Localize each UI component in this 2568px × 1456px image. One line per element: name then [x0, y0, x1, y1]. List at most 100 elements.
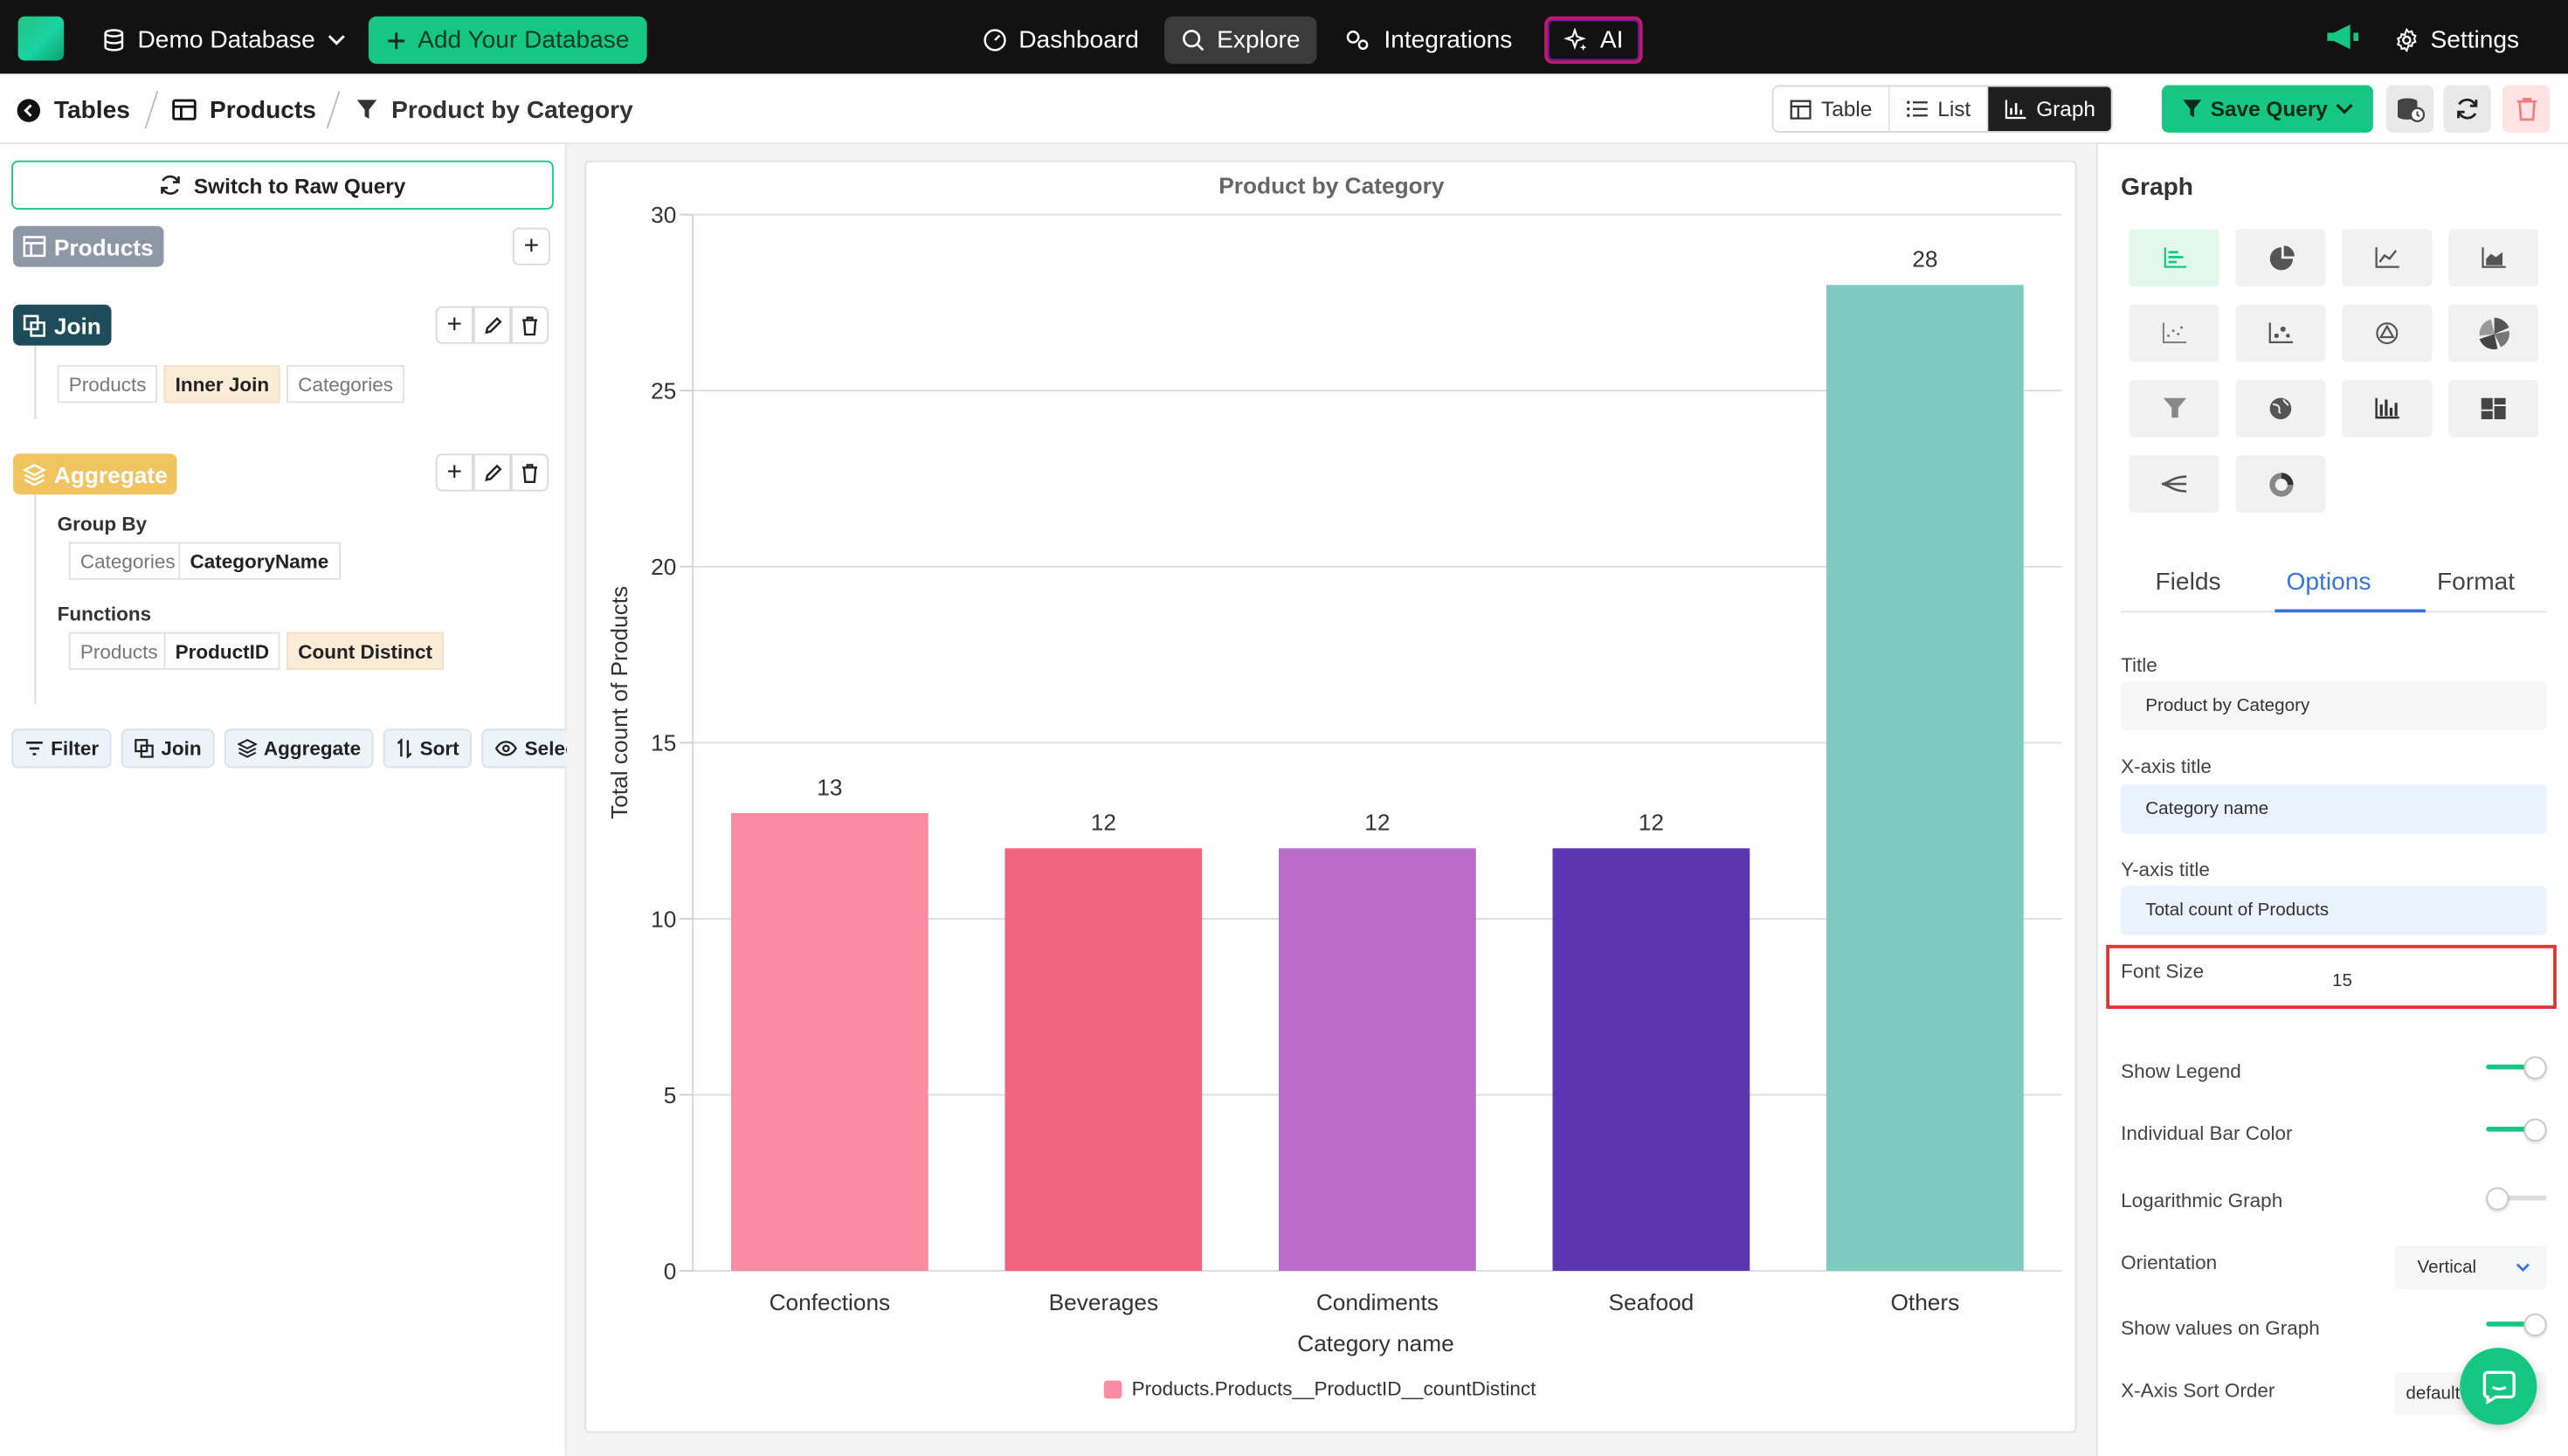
- orientation-select[interactable]: Vertical: [2394, 1246, 2547, 1289]
- view-list-button[interactable]: List: [1889, 86, 1989, 131]
- graph-type-treemap[interactable]: [2448, 380, 2539, 438]
- function-field[interactable]: ProductID: [163, 631, 281, 670]
- group-by-table[interactable]: Categories: [68, 542, 187, 580]
- font-size-highlight: [2106, 944, 2557, 1009]
- gears-icon: [1346, 31, 1369, 51]
- add-step-button[interactable]: +: [512, 227, 550, 266]
- bar-others[interactable]: [1826, 285, 2024, 1271]
- bar-condiments[interactable]: [1279, 848, 1476, 1271]
- legend-label[interactable]: Products.Products__ProductID__countDisti…: [1132, 1378, 1536, 1400]
- aggregate-action-button[interactable]: Aggregate: [224, 728, 375, 769]
- individual-bar-color-toggle[interactable]: [2486, 1118, 2547, 1142]
- show-legend-toggle[interactable]: [2486, 1056, 2547, 1080]
- chart-value-labels: 13 12 12 12 28: [817, 246, 1937, 836]
- graph-type-line[interactable]: [2342, 229, 2433, 287]
- chevron-down-icon: [328, 35, 346, 45]
- yaxis-title-label: Y-axis title: [2121, 858, 2210, 881]
- nav-ai[interactable]: AI: [1544, 16, 1643, 65]
- megaphone-icon[interactable]: [2326, 23, 2362, 51]
- toggle-track: [2486, 1127, 2547, 1132]
- join-left-table[interactable]: Products: [57, 365, 158, 404]
- xaxis-title-field[interactable]: Category name: [2121, 784, 2547, 834]
- breadcrumb-products[interactable]: Products: [172, 93, 316, 127]
- graph-type-radar[interactable]: [2342, 304, 2433, 362]
- join-type[interactable]: Inner Join: [163, 365, 281, 404]
- show-values-toggle[interactable]: [2486, 1313, 2547, 1336]
- group-by-field[interactable]: CategoryName: [178, 542, 341, 580]
- graph-type-sankey[interactable]: [2129, 455, 2219, 513]
- x-tick-label: Condiments: [1316, 1289, 1439, 1315]
- graph-type-pie[interactable]: [2235, 229, 2326, 287]
- trash-icon: [2516, 98, 2537, 121]
- legend-swatch[interactable]: [1103, 1380, 1122, 1399]
- font-size-input[interactable]: 15: [2307, 963, 2547, 999]
- aggregate-delete-button[interactable]: [511, 453, 549, 492]
- y-tick-label: 30: [651, 202, 676, 228]
- graph-type-bubble[interactable]: [2235, 304, 2326, 362]
- graph-type-scatter[interactable]: [2129, 304, 2219, 362]
- filter-action-button[interactable]: Filter: [11, 728, 113, 769]
- group-by-field-label: CategoryName: [190, 549, 329, 573]
- database-icon: [104, 29, 124, 52]
- join-block-tag[interactable]: Join: [13, 304, 112, 346]
- bar-confections[interactable]: [731, 812, 928, 1271]
- switch-raw-query-label: Switch to Raw Query: [193, 172, 406, 197]
- join-add-button[interactable]: +: [435, 306, 473, 344]
- sankey-icon: [2161, 475, 2187, 493]
- function-table[interactable]: Products: [68, 631, 169, 670]
- database-cache-button[interactable]: [2385, 85, 2434, 133]
- switch-raw-query-button[interactable]: Switch to Raw Query: [11, 160, 554, 210]
- aggregate-block-tag[interactable]: Aggregate: [13, 453, 177, 495]
- title-field[interactable]: Product by Category: [2121, 681, 2547, 731]
- graph-type-bar[interactable]: [2129, 229, 2219, 287]
- breadcrumb-tables[interactable]: Tables: [17, 93, 130, 127]
- chart-x-axis-title: Category name: [1297, 1330, 1453, 1356]
- nav-settings[interactable]: Settings: [2378, 17, 2536, 64]
- graph-type-funnel[interactable]: [2129, 380, 2219, 438]
- aggregate-add-button[interactable]: +: [435, 453, 473, 492]
- logarithmic-toggle[interactable]: [2486, 1187, 2547, 1211]
- yaxis-title-field[interactable]: Total count of Products: [2121, 886, 2547, 935]
- group-by-label: Group By: [57, 512, 148, 536]
- add-database-button[interactable]: Add Your Database: [368, 16, 648, 65]
- join-action-button[interactable]: Join: [121, 728, 215, 769]
- bar-beverages[interactable]: [1004, 848, 1203, 1271]
- graph-type-area[interactable]: [2448, 229, 2539, 287]
- join-right-table[interactable]: Categories: [286, 365, 405, 404]
- toggle-track: [2486, 1064, 2547, 1070]
- function-name[interactable]: Count Distinct: [286, 631, 445, 670]
- chat-icon: [2482, 1370, 2515, 1404]
- nav-explore[interactable]: Explore: [1164, 16, 1317, 65]
- filter-action-label: Filter: [51, 736, 100, 760]
- nav-integrations[interactable]: Integrations: [1327, 17, 1529, 64]
- database-selector[interactable]: Demo Database: [86, 17, 363, 64]
- tab-format[interactable]: Format: [2437, 568, 2516, 597]
- sort-action-button[interactable]: Sort: [383, 728, 473, 769]
- view-graph-button[interactable]: Graph: [1988, 86, 2112, 131]
- source-table-tag[interactable]: Products: [13, 225, 163, 267]
- graph-type-doughnut[interactable]: [2235, 455, 2326, 513]
- bar-seafood[interactable]: [1552, 848, 1750, 1271]
- view-table-button[interactable]: Table: [1773, 86, 1890, 131]
- pie-chart-icon: [2268, 245, 2294, 270]
- tab-fields[interactable]: Fields: [2155, 568, 2221, 597]
- tab-options[interactable]: Options: [2286, 568, 2371, 597]
- join-edit-button[interactable]: [473, 306, 511, 344]
- delete-query-button[interactable]: [2502, 85, 2551, 133]
- support-chat-button[interactable]: [2460, 1348, 2537, 1425]
- view-table-label: Table: [1821, 96, 1873, 121]
- join-delete-button[interactable]: [511, 306, 549, 344]
- gear-icon: [2396, 27, 2417, 52]
- save-query-button[interactable]: Save Query: [2162, 85, 2373, 133]
- aggregate-edit-button[interactable]: [473, 453, 511, 492]
- breadcrumb-separator: [144, 90, 159, 129]
- refresh-button[interactable]: [2443, 85, 2491, 133]
- app-logo[interactable]: [17, 16, 65, 61]
- graph-type-map[interactable]: [2235, 380, 2326, 438]
- graph-type-polar[interactable]: [2448, 304, 2539, 362]
- breadcrumb-products-label: Products: [210, 95, 316, 124]
- graph-type-histogram[interactable]: [2342, 380, 2433, 438]
- functions-label: Functions: [57, 603, 152, 626]
- nav-dashboard[interactable]: Dashboard: [966, 17, 1155, 64]
- line-chart-icon: [2375, 247, 2399, 268]
